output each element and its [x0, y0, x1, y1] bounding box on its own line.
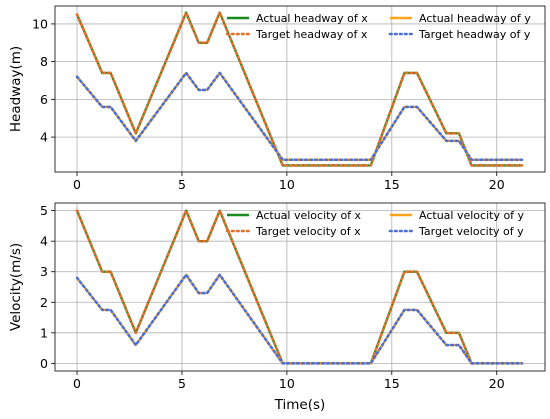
- series-line-2: [75, 11, 524, 167]
- x-tick-label: 10: [279, 376, 295, 391]
- legend-label-4: Target velocity of y: [418, 225, 524, 238]
- legend-label-2: Target headway of x: [255, 28, 368, 41]
- y-tick-label: 4: [40, 130, 48, 145]
- plot-frame: [54, 202, 546, 372]
- legend: Actual velocity of x Target velocity of x…: [225, 209, 525, 238]
- x-tick-label: 15: [384, 177, 400, 192]
- y-axis-label: Headway(m): [8, 46, 24, 132]
- legend-label-4: Target headway of y: [418, 28, 531, 41]
- y-tick-label: 8: [40, 54, 48, 69]
- y-axis-label: Velocity(m/s): [8, 243, 24, 331]
- legend-label-3: Actual velocity of y: [419, 209, 525, 222]
- x-tick-label: 0: [73, 376, 81, 391]
- x-tick-label: 5: [178, 376, 186, 391]
- x-tick-label: 0: [73, 177, 81, 192]
- legend: Actual headway of x Target headway of x Ac…: [225, 12, 531, 41]
- legend-label-3: Actual headway of y: [419, 12, 531, 25]
- y-tick-label: 3: [40, 264, 48, 279]
- series-line-3: [76, 273, 522, 365]
- y-tick-label: 4: [40, 234, 48, 249]
- plot-frame: [54, 5, 546, 173]
- x-tick-label: 20: [489, 177, 505, 192]
- y-tick-label: 5: [40, 203, 48, 218]
- legend-label-2: Target velocity of x: [255, 225, 361, 238]
- x-tick-label: 5: [178, 177, 186, 192]
- legend-label-1: Actual velocity of x: [256, 209, 362, 222]
- y-tick-label: 10: [32, 16, 48, 31]
- x-tick-label: 10: [279, 177, 295, 192]
- legend-label-1: Actual headway of x: [256, 12, 368, 25]
- y-tick-label: 6: [40, 92, 48, 107]
- y-tick-label: 2: [40, 295, 48, 310]
- x-tick-label: 15: [384, 376, 400, 391]
- series-line-4: [75, 71, 524, 162]
- series-line-2: [75, 209, 524, 365]
- y-tick-label: 1: [40, 325, 48, 340]
- chart-panel-velocity: 0 5 10 15 20 0 1 2 3 4 5 Velocity(m/s) Time(s) Actual…: [8, 202, 546, 413]
- x-tick-label: 20: [489, 376, 505, 391]
- y-tick-label: 0: [40, 356, 48, 371]
- series-line-4: [75, 273, 524, 365]
- x-axis-label: Time(s): [274, 397, 326, 413]
- chart-panel-headway: 0 5 10 15 20 4 6 8 10 Headway(m) Actual headway of…: [8, 5, 546, 192]
